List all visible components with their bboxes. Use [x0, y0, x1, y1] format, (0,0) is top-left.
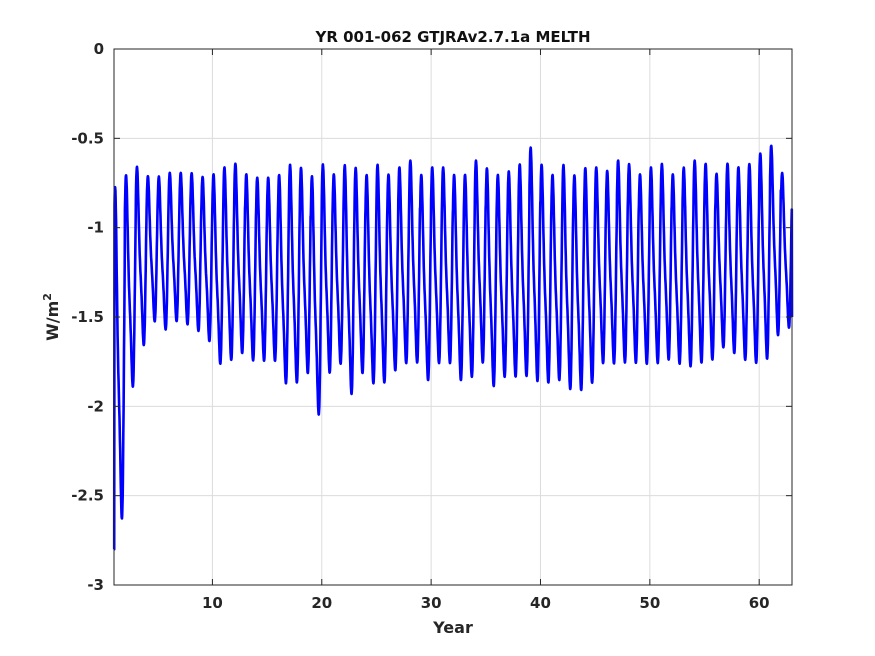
y-axis-label: W/m2: [41, 293, 62, 341]
y-tick-label: -0.5: [71, 129, 104, 147]
x-axis-label: Year: [432, 618, 473, 637]
x-tick-label: 30: [421, 594, 442, 612]
x-tick-label: 40: [530, 594, 551, 612]
plot-area: [112, 144, 794, 551]
x-tick-label: 60: [749, 594, 770, 612]
series-line-melth: [112, 144, 794, 551]
y-axis-label-superscript: 2: [41, 293, 54, 301]
y-tick-label: -1: [87, 219, 104, 237]
x-tick-label: 10: [202, 594, 223, 612]
x-tick-label: 20: [311, 594, 332, 612]
y-tick-label: -2.5: [71, 487, 104, 505]
y-tick-label: -1.5: [71, 308, 104, 326]
y-axis-label-base: W/m: [43, 301, 62, 341]
y-tick-label: 0: [94, 40, 104, 58]
y-axis-ticks: 0 -0.5 -1 -1.5 -2 -2.5 -3: [71, 40, 792, 594]
chart-title: YR 001-062 GTJRAv2.7.1a MELTH: [314, 28, 590, 46]
x-axis-ticks: 10 20 30 40 50 60: [202, 49, 770, 612]
y-tick-label: -2: [87, 397, 104, 415]
x-tick-label: 50: [639, 594, 660, 612]
y-tick-label: -3: [87, 576, 104, 594]
